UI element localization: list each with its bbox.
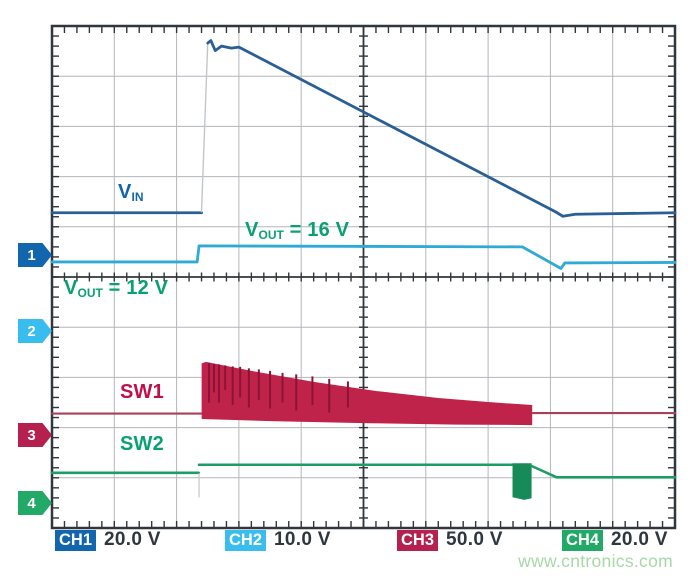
ch3-scale: 50.0 V [446, 529, 503, 550]
ch1-vin-rising-edge [200, 42, 209, 213]
ch4-sw2-pulse [512, 463, 532, 500]
legend-ch1: CH1 20.0 V [55, 529, 161, 551]
sw2-label: SW2 [120, 433, 164, 456]
channel-marker-2-number: 2 [27, 322, 36, 340]
ch3-badge: CH3 [397, 529, 439, 551]
ch1-badge: CH1 [55, 529, 97, 551]
vin-label-sub: IN [131, 190, 144, 204]
ch1-vin-main [206, 39, 677, 218]
vout12-label-sub: OUT [77, 286, 103, 300]
sw1-label-text: SW1 [120, 381, 164, 403]
legend-ch4: CH4 20.0 V [562, 529, 668, 551]
sw2-label-text: SW2 [120, 433, 164, 455]
ch4-scale: 20.0 V [611, 529, 668, 550]
ch4-sw2-tail [529, 464, 677, 479]
ch4-badge: CH4 [562, 529, 604, 551]
channel-marker-3-number: 3 [27, 426, 36, 444]
watermark: www.cntronics.com [518, 551, 673, 571]
sw1-label: SW1 [120, 381, 164, 404]
legend-ch2: CH2 10.0 V [225, 529, 331, 551]
vin-label: VIN [118, 181, 144, 204]
vout12-label-suffix: = 12 V [102, 277, 169, 299]
vout16-label: VOUT = 16 V [245, 219, 349, 242]
ch2-badge: CH2 [225, 529, 267, 551]
vout16-label-suffix: = 16 V [283, 219, 350, 241]
channel-marker-1-number: 1 [27, 246, 36, 264]
legend-ch3: CH3 50.0 V [397, 529, 503, 551]
vout16-label-main: V [245, 219, 259, 241]
vout16-label-sub: OUT [258, 228, 284, 242]
ch2-scale: 10.0 V [274, 529, 331, 550]
ch3-sw1-envelope [201, 361, 533, 426]
vin-label-main: V [118, 181, 132, 203]
ch1-scale: 20.0 V [104, 529, 161, 550]
channel-marker-4-number: 4 [27, 494, 36, 512]
vout12-label: VOUT = 12 V [64, 277, 168, 300]
vout12-label-main: V [64, 277, 78, 299]
ch2-vout [50, 244, 677, 270]
